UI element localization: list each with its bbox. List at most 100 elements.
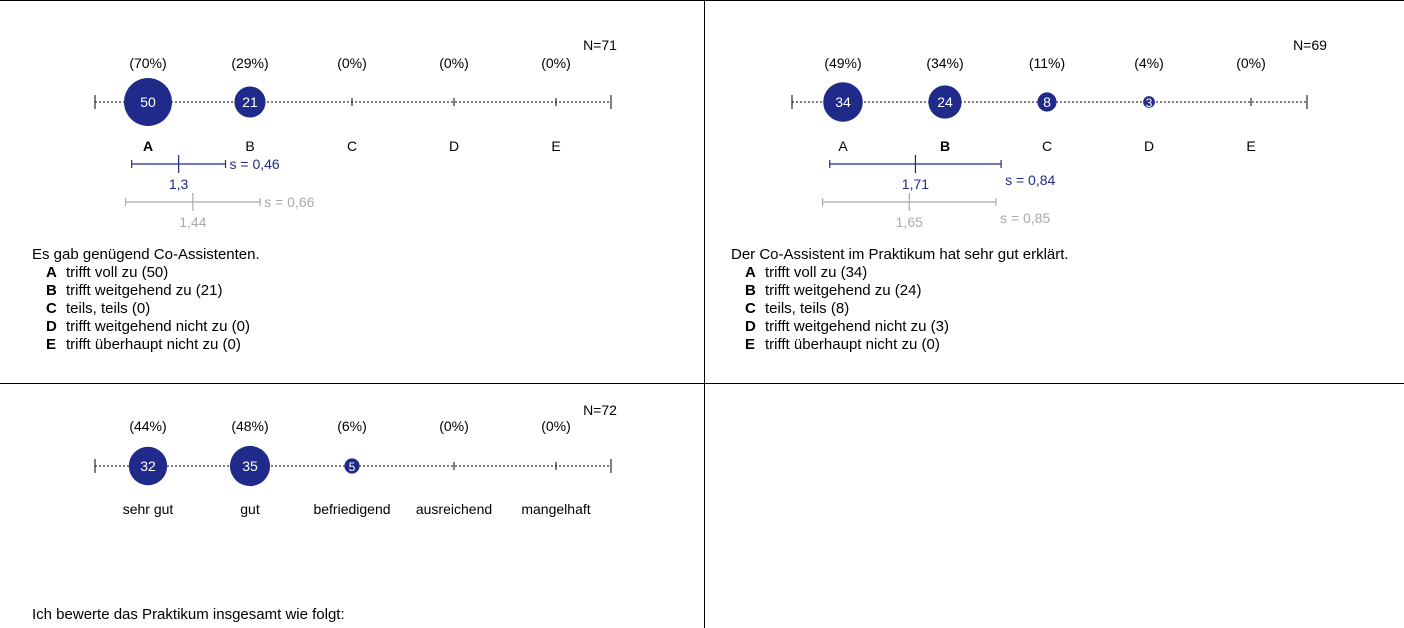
percent-label: (70%) xyxy=(129,55,166,71)
percent-label: (4%) xyxy=(1134,55,1164,71)
percent-label: (44%) xyxy=(129,418,166,434)
percent-label: (34%) xyxy=(926,55,963,71)
comparison-mean-label: 1,44 xyxy=(179,214,206,230)
option-key: B xyxy=(46,282,57,299)
option-key: B xyxy=(745,282,756,299)
comparison-sd-label: s = 0,66 xyxy=(264,194,314,210)
question-text: Es gab genügend Co-Assistenten. xyxy=(32,246,260,263)
mean-mean-label: 1,71 xyxy=(902,176,929,192)
panel-question-1: N=71 (70%) 50 A (29%) 21 B (0%) C (0%) D (0%) E 1,3 s … xyxy=(0,0,704,383)
option-label: trifft überhaupt nicht zu (0) xyxy=(765,336,940,353)
grid-top-border xyxy=(0,0,1404,1)
percent-label: (0%) xyxy=(1236,55,1266,71)
percent-label: (0%) xyxy=(541,55,571,71)
option-key: E xyxy=(46,336,57,353)
option-label: trifft weitgehend zu (24) xyxy=(765,282,922,299)
bubble-count-label: 32 xyxy=(140,458,156,474)
option-key: C xyxy=(46,300,57,317)
bubble-count-label: 8 xyxy=(1043,94,1051,110)
option-label: trifft voll zu (50) xyxy=(66,264,169,281)
option-label: trifft weitgehend nicht zu (0) xyxy=(66,318,250,335)
percent-label: (0%) xyxy=(337,55,367,71)
option-label: teils, teils (0) xyxy=(66,300,151,317)
sample-size-label: N=72 xyxy=(583,402,617,418)
question-block-3: Ich bewerte das Praktikum insgesamt wie … xyxy=(32,606,345,624)
bubble-chart-1: N=71 (70%) 50 A (29%) 21 B (0%) C (0%) D (0%) E 1,3 s … xyxy=(94,37,617,230)
option-key: D xyxy=(46,318,57,335)
bubble-count-label: 5 xyxy=(349,460,356,474)
category-label: ausreichend xyxy=(416,501,492,517)
option-key: A xyxy=(46,264,57,281)
category-label: E xyxy=(551,138,560,154)
option-key: D xyxy=(745,318,756,335)
question-block-2: Der Co-Assistent im Praktikum hat sehr g… xyxy=(731,246,1069,354)
bubble-chart-2: N=69 (49%) 34 A (34%) 24 B (11%) 8 C (4%) 3 D (0%) E 1,… xyxy=(791,37,1327,230)
percent-label: (11%) xyxy=(1029,55,1065,71)
bubble-chart-3: N=72 (44%) 32 sehr gut (48%) 35 gut (6%) 5 befrie… xyxy=(94,402,617,517)
option-key: A xyxy=(745,264,756,281)
percent-label: (29%) xyxy=(231,55,268,71)
category-label: B xyxy=(245,138,254,154)
option-label: trifft voll zu (34) xyxy=(765,264,868,281)
option-label: teils, teils (8) xyxy=(765,300,850,317)
category-label: B xyxy=(940,138,950,154)
percent-label: (0%) xyxy=(439,418,469,434)
panel-question-2: N=69 (49%) 34 A (34%) 24 B (11%) 8 C (4%) 3 D (0%) E 1,… xyxy=(698,0,1404,383)
option-label: trifft weitgehend zu (21) xyxy=(66,282,223,299)
bubble-count-label: 24 xyxy=(937,94,953,110)
category-label: D xyxy=(449,138,459,154)
bubble-count-label: 3 xyxy=(1146,96,1153,110)
grid-horizontal-divider xyxy=(0,383,1404,384)
category-label: A xyxy=(143,138,153,154)
percent-label: (49%) xyxy=(824,55,861,71)
panel-question-3: N=72 (44%) 32 sehr gut (48%) 35 gut (6%) 5 befrie… xyxy=(0,384,704,628)
option-key: C xyxy=(745,300,756,317)
option-label: trifft weitgehend nicht zu (3) xyxy=(765,318,949,335)
question-text: Ich bewerte das Praktikum insgesamt wie … xyxy=(32,606,345,623)
category-label: C xyxy=(1042,138,1052,154)
percent-label: (48%) xyxy=(231,418,268,434)
response-bubble xyxy=(124,78,172,126)
sample-size-label: N=69 xyxy=(1293,37,1327,53)
category-label: E xyxy=(1246,138,1255,154)
grid-vertical-divider xyxy=(704,0,705,628)
category-label: D xyxy=(1144,138,1154,154)
mean-sd-label: s = 0,84 xyxy=(1005,172,1055,188)
response-bubble xyxy=(1143,96,1155,108)
response-bubble xyxy=(928,85,962,119)
percent-label: (6%) xyxy=(337,418,367,434)
response-bubble xyxy=(344,458,360,474)
sample-size-label: N=71 xyxy=(583,37,617,53)
comparison-mean-label: 1,65 xyxy=(896,214,923,230)
response-bubble xyxy=(1037,92,1057,112)
percent-label: (0%) xyxy=(541,418,571,434)
comparison-sd-label: s = 0,85 xyxy=(1000,210,1050,226)
mean-sd-label: s = 0,46 xyxy=(230,156,280,172)
option-key: E xyxy=(745,336,756,353)
category-label: A xyxy=(838,138,848,154)
response-bubble xyxy=(234,86,266,118)
bubble-count-label: 50 xyxy=(140,94,156,110)
response-bubble xyxy=(823,82,863,122)
option-label: trifft überhaupt nicht zu (0) xyxy=(66,336,241,353)
percent-label: (0%) xyxy=(439,55,469,71)
category-label: befriedigend xyxy=(313,501,390,517)
category-label: mangelhaft xyxy=(521,501,590,517)
bubble-count-label: 34 xyxy=(835,94,851,110)
bubble-count-label: 21 xyxy=(242,94,258,110)
response-bubble xyxy=(229,445,271,487)
category-label: C xyxy=(347,138,357,154)
mean-mean-label: 1,3 xyxy=(169,176,189,192)
